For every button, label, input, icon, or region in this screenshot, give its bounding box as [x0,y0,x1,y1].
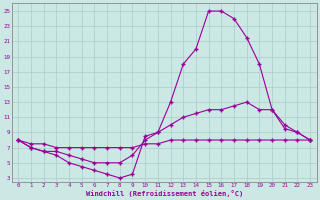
X-axis label: Windchill (Refroidissement éolien,°C): Windchill (Refroidissement éolien,°C) [85,190,243,197]
